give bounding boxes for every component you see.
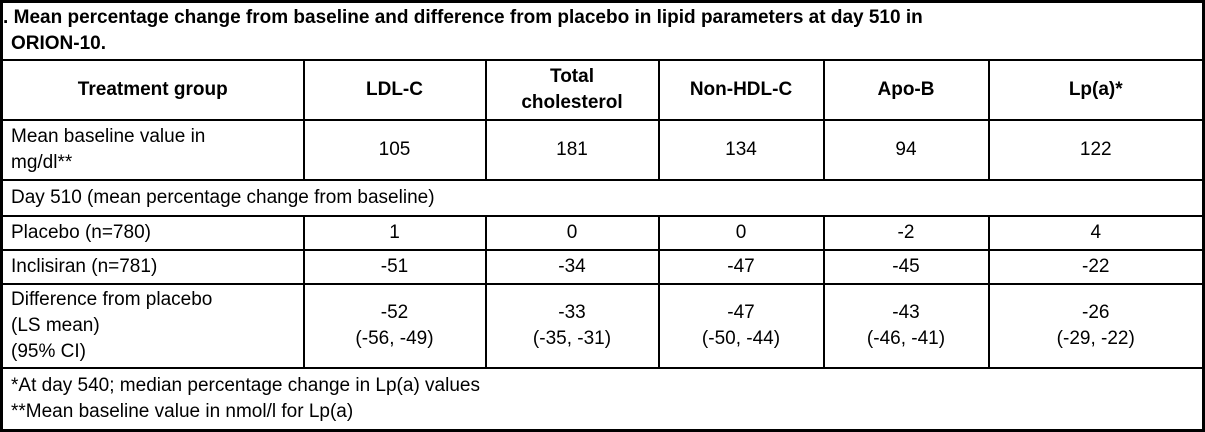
- row-label-inclisiran: Inclisiran (n=781): [0, 249, 305, 285]
- cell-difference-lpa: -26 (-29, -22): [987, 283, 1205, 369]
- table-title: Table 1. Mean percentage change from bas…: [0, 0, 1205, 61]
- cell-inclisiran-apo-b: -45: [822, 249, 990, 285]
- col-header-treatment-group: Treatment group: [0, 59, 305, 121]
- cell-baseline-lpa: 122: [987, 119, 1205, 181]
- baseline-value-row: Mean baseline value in mg/dl** 105 181 1…: [0, 119, 1205, 181]
- col-header-lpa: Lp(a)*: [987, 59, 1205, 121]
- cell-inclisiran-total-cholesterol: -34: [484, 249, 660, 285]
- cell-placebo-lpa: 4: [987, 215, 1205, 251]
- row-label-placebo: Placebo (n=780): [0, 215, 305, 251]
- table-title-row: Table 1. Mean percentage change from bas…: [0, 0, 1205, 61]
- cell-placebo-non-hdl-c: 0: [657, 215, 825, 251]
- cell-placebo-ldl-c: 1: [302, 215, 487, 251]
- cell-placebo-total-cholesterol: 0: [484, 215, 660, 251]
- cell-baseline-apo-b: 94: [822, 119, 990, 181]
- col-header-ldl-c: LDL-C: [302, 59, 487, 121]
- difference-value: -33: [558, 302, 586, 323]
- inclisiran-row: Inclisiran (n=781) -51 -34 -47 -45 -22: [0, 249, 1205, 285]
- col-header-non-hdl-c: Non-HDL-C: [657, 59, 825, 121]
- cell-difference-non-hdl-c: -47 (-50, -44): [657, 283, 825, 369]
- cell-difference-ldl-c: -52 (-56, -49): [302, 283, 487, 369]
- cell-inclisiran-lpa: -22: [987, 249, 1205, 285]
- col-header-apo-b: Apo-B: [822, 59, 990, 121]
- difference-ci: (-46, -41): [866, 328, 946, 349]
- difference-value: -26: [1082, 302, 1110, 323]
- day-510-section-row: Day 510 (mean percentage change from bas…: [0, 179, 1205, 217]
- footnote-row: *At day 540; median percentage change in…: [0, 367, 1205, 431]
- cell-baseline-ldl-c: 105: [302, 119, 487, 181]
- difference-from-placebo-row: Difference from placebo (LS mean) (95% C…: [0, 283, 1205, 369]
- cell-baseline-total-cholesterol: 181: [484, 119, 660, 181]
- day-510-section-label: Day 510 (mean percentage change from bas…: [0, 179, 1205, 217]
- column-header-row: Treatment group LDL-C Total cholesterol …: [0, 59, 1205, 121]
- difference-ci: (-35, -31): [532, 328, 612, 349]
- difference-value: -43: [892, 302, 920, 323]
- col-header-total-cholesterol: Total cholesterol: [484, 59, 660, 121]
- difference-ci: (-50, -44): [701, 328, 781, 349]
- difference-ci: (-29, -22): [1056, 328, 1135, 349]
- cell-difference-total-cholesterol: -33 (-35, -31): [484, 283, 660, 369]
- row-label-baseline: Mean baseline value in mg/dl**: [0, 119, 305, 181]
- cell-baseline-non-hdl-c: 134: [657, 119, 825, 181]
- cell-inclisiran-ldl-c: -51: [302, 249, 487, 285]
- difference-value: -52: [380, 302, 409, 323]
- row-label-difference: Difference from placebo (LS mean) (95% C…: [0, 283, 305, 369]
- table-footnotes: *At day 540; median percentage change in…: [0, 367, 1205, 431]
- cell-inclisiran-non-hdl-c: -47: [657, 249, 825, 285]
- cell-difference-apo-b: -43 (-46, -41): [822, 283, 990, 369]
- cell-placebo-apo-b: -2: [822, 215, 990, 251]
- placebo-row: Placebo (n=780) 1 0 0 -2 4: [0, 215, 1205, 251]
- difference-ci: (-56, -49): [355, 328, 434, 349]
- difference-value: -47: [727, 302, 755, 323]
